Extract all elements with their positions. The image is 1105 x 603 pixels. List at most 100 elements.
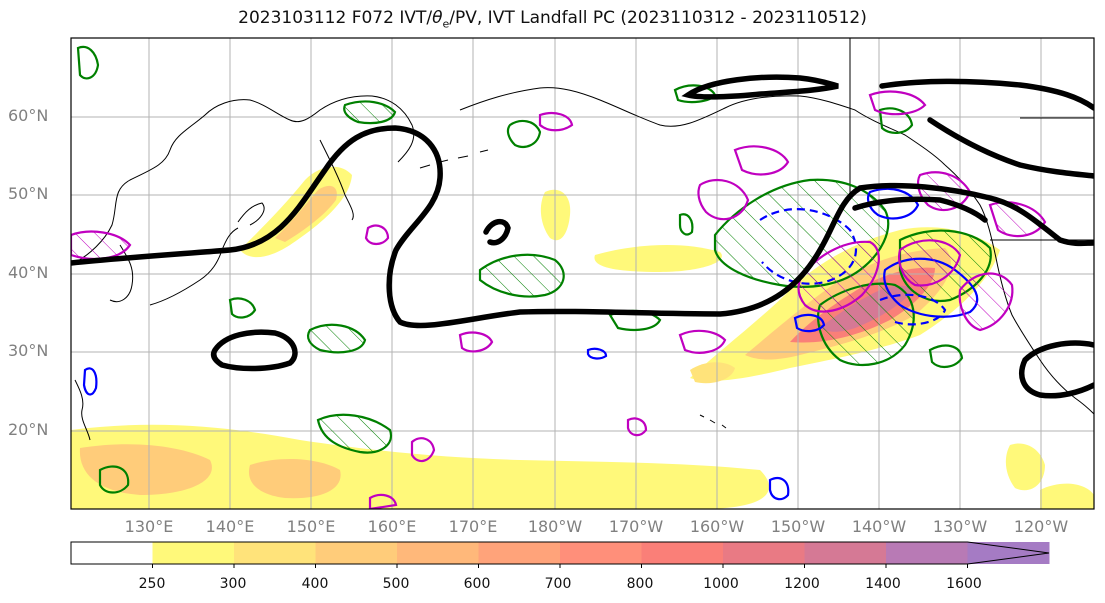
pv-black-contours: [71, 74, 1094, 399]
ivt-region-tropical-south-inner: [79, 444, 212, 495]
green-contour-5: [316, 413, 393, 454]
lon-label: 170°W: [608, 517, 664, 536]
colorbar-segment: [886, 542, 968, 564]
green-contour-13: [928, 344, 964, 368]
lon-label: 160°W: [689, 517, 745, 536]
blue-contour-6: [586, 347, 608, 360]
colorbar-tick-label: 500: [382, 576, 410, 592]
green-contour-8: [506, 119, 542, 149]
lon-label: 180°W: [527, 517, 583, 536]
magenta-contour-1: [797, 240, 880, 313]
lon-label: 150°W: [770, 517, 826, 536]
colorbar-tick-label: 700: [544, 576, 572, 592]
lon-label: 150°E: [286, 517, 336, 536]
coastlines: [71, 38, 1094, 441]
magenta-contour-8: [733, 145, 790, 176]
ivt-region-central-band-2: [594, 244, 722, 272]
magenta-contour-14: [410, 437, 436, 463]
magenta-contour-10: [538, 111, 574, 132]
green-contour-15: [878, 107, 914, 134]
colorbar-segment: [152, 542, 235, 564]
lat-label: 60°N: [8, 106, 49, 125]
green-contour-4: [478, 253, 565, 298]
colorbar-segment: [478, 542, 561, 564]
philippines: [74, 379, 91, 441]
colorbar-segment: [71, 542, 153, 564]
colorbar-outline: [70, 541, 1050, 565]
colorbar-tick-label: 250: [138, 576, 166, 592]
lon-label: 140°E: [205, 517, 255, 536]
lon-label: 130°W: [932, 517, 988, 536]
pv-contour-small: [483, 218, 511, 246]
magenta-contour-15: [626, 417, 648, 437]
colorbar-tick-label: 1000: [703, 576, 739, 592]
alaska-coast: [459, 87, 946, 166]
colorbar-tick-label: 1400: [865, 576, 901, 592]
colorbar: [70, 541, 1050, 568]
lat-label: 30°N: [8, 341, 49, 360]
magenta-contour-9: [868, 90, 927, 116]
ivt-region-hawaii: [690, 362, 735, 384]
pv-contour-east: [927, 117, 1094, 179]
green-contour-7: [343, 100, 397, 125]
colorbar-segment: [234, 542, 316, 564]
colorbar-segment: [315, 542, 398, 564]
pv-contour-north-loop: [681, 74, 839, 100]
green-contour-11: [76, 45, 100, 80]
magenta-contour-6: [71, 230, 132, 260]
magenta-contour-2: [898, 239, 962, 287]
pv-contour-ne: [879, 78, 1094, 111]
green-contour-16: [678, 213, 694, 236]
lat-label: 20°N: [8, 420, 49, 439]
colorbar-segment: [641, 542, 724, 564]
map-title: 2023103112 F072 IVT/θe/PV, IVT Landfall …: [238, 8, 867, 31]
asia-coast: [71, 95, 415, 266]
green-contour-12: [228, 297, 257, 319]
lon-label: 130°E: [124, 517, 174, 536]
lon-label: 160°E: [367, 517, 417, 536]
magenta-contour-7: [697, 178, 750, 221]
colorbar-segment: [804, 542, 887, 564]
green-contour-14: [98, 465, 130, 494]
lon-label: 140°W: [851, 517, 907, 536]
ivt-region-tropical-east: [1005, 443, 1045, 491]
blue-contour-5: [793, 313, 826, 333]
magenta-contour-12: [458, 331, 494, 353]
colorbar-segment: [560, 542, 642, 564]
colorbar-extension: [967, 542, 1049, 564]
magenta-contour-3: [958, 272, 1014, 332]
na-west-coast: [944, 164, 1094, 415]
lon-label: 120°W: [1013, 517, 1069, 536]
kamchatka-coast: [319, 139, 354, 221]
japan-hokkaido: [237, 202, 265, 226]
colorbar-tick-label: 600: [463, 576, 491, 592]
ivt-region-tropical-sw: [1040, 483, 1094, 509]
colorbar-tick-label: 300: [219, 576, 247, 592]
magenta-contour-11: [678, 329, 727, 354]
colorbar-segment: [397, 542, 479, 564]
colorbar-segment: [723, 542, 805, 564]
colorbar-tick-label: 1200: [784, 576, 820, 592]
lon-label: 170°E: [448, 517, 498, 536]
hawaii-islands: [699, 414, 727, 429]
pv-contour-se: [1019, 340, 1094, 399]
magenta-contour-13: [364, 224, 390, 246]
colorbar-tick-label: 1600: [946, 576, 982, 592]
colorbar-tick-label: 800: [626, 576, 654, 592]
aleutians: [419, 149, 489, 169]
green-contour-6: [306, 323, 367, 354]
ivt-region-japan-inner: [275, 185, 337, 242]
japan-honshu: [149, 227, 239, 306]
lat-label: 50°N: [8, 184, 49, 203]
ivt-region-tropical-south: [71, 424, 770, 509]
lat-label: 40°N: [8, 263, 49, 282]
blue-contour-8: [768, 477, 790, 501]
ivt-region-tropical-south-inner-2: [248, 458, 341, 499]
blue-contour-3: [879, 293, 947, 326]
map-border: [70, 37, 1095, 510]
pv-contour-main: [71, 125, 1094, 329]
ivt-region-central-band: [540, 189, 571, 241]
colorbar-tick-label: 400: [301, 576, 329, 592]
pv-contour-ne-2: [852, 196, 988, 223]
